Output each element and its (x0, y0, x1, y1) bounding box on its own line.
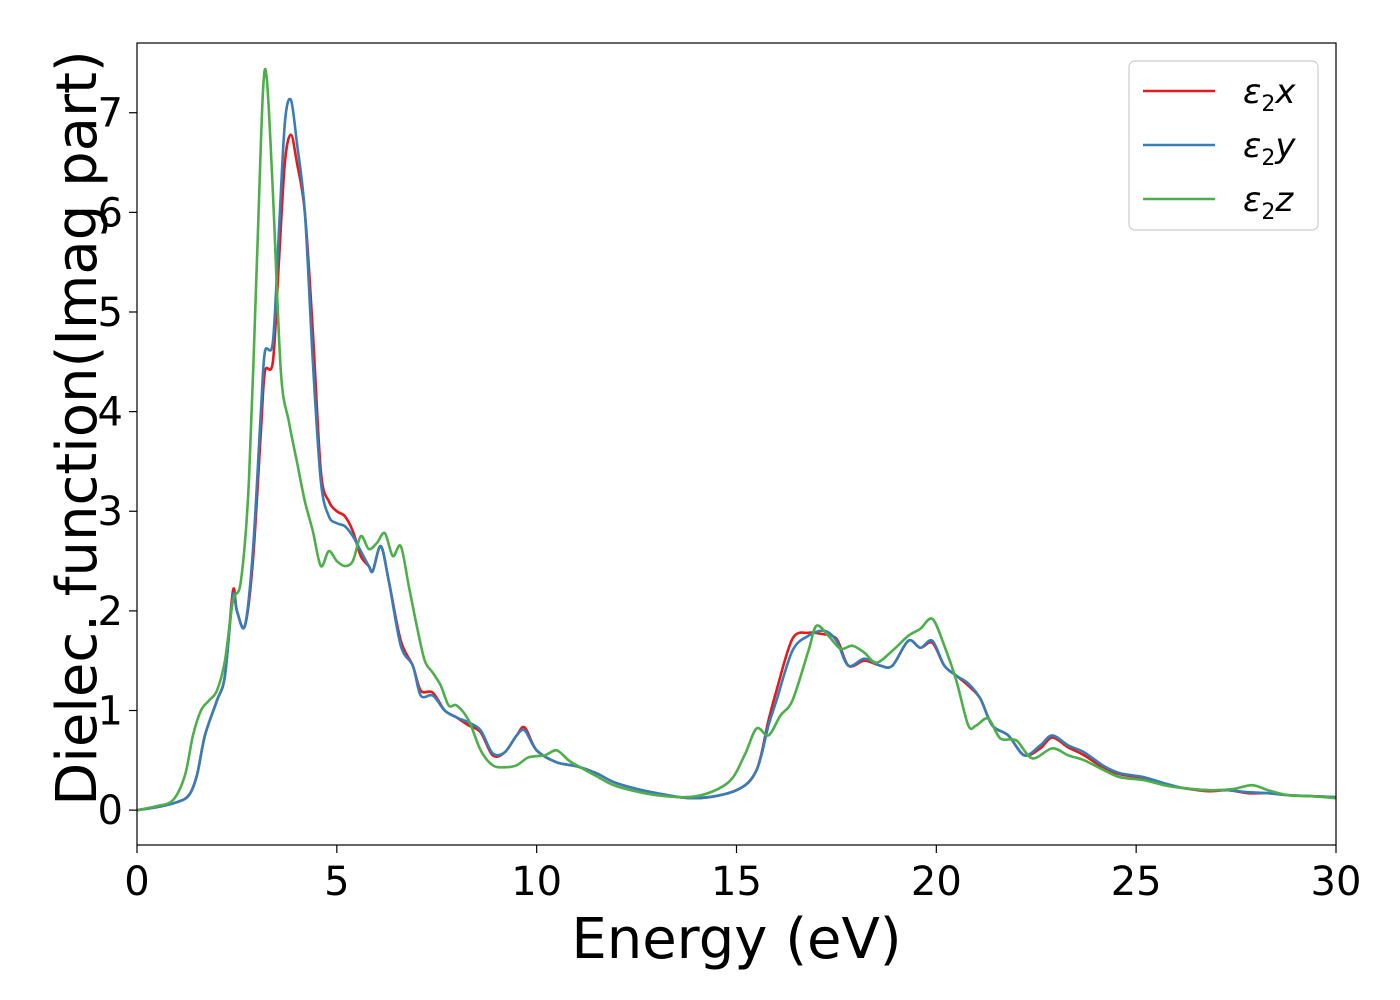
x-axis-ticks: 0 5 10 15 20 25 30 (124, 845, 1361, 905)
y-tick-label: 0 (98, 788, 123, 834)
legend-label-x: ε2x (1243, 72, 1296, 117)
legend-box (1128, 60, 1319, 231)
y-tick-label: 2 (98, 589, 123, 635)
x-tick-label: 5 (324, 859, 349, 905)
y-axis-title: Dielec. function(Imag part) (45, 50, 110, 806)
y-tick-label: 5 (98, 290, 123, 336)
series-line-y (136, 97, 1337, 812)
y-axis-ticks: 0 1 2 3 4 5 6 7 (98, 91, 137, 834)
series-line-z (136, 67, 1337, 812)
series-line-x (136, 133, 1337, 812)
legend: ε2x ε2y ε2z (1128, 60, 1319, 231)
y-tick-label: 7 (98, 91, 123, 137)
legend-label-z: ε2z (1243, 180, 1294, 225)
plot-lines (136, 67, 1337, 812)
x-tick-label: 25 (1111, 859, 1162, 905)
y-tick-label: 1 (98, 689, 123, 735)
x-axis-title: Energy (eV) (571, 907, 901, 972)
legend-label-y: ε2y (1243, 126, 1296, 171)
x-tick-label: 20 (911, 859, 962, 905)
y-tick-label: 4 (98, 390, 123, 436)
x-tick-label: 15 (711, 859, 762, 905)
y-tick-label: 3 (98, 489, 123, 535)
x-tick-label: 30 (1311, 859, 1362, 905)
y-tick-label: 6 (98, 190, 123, 236)
x-tick-label: 0 (124, 859, 149, 905)
x-tick-label: 10 (511, 859, 562, 905)
